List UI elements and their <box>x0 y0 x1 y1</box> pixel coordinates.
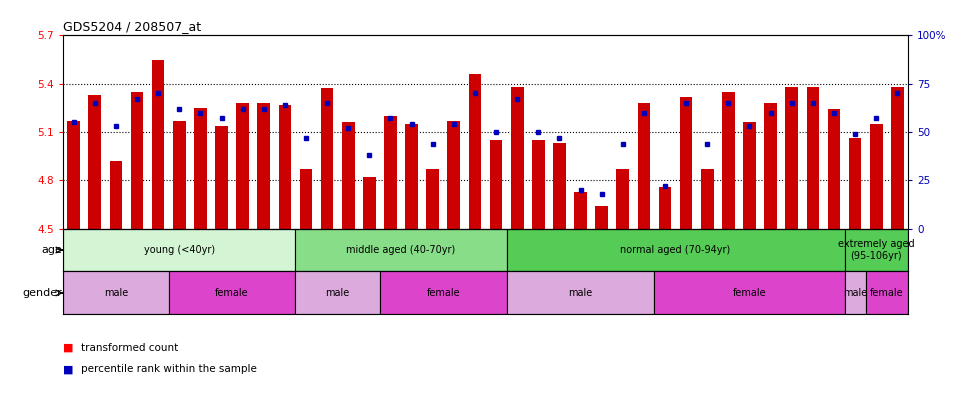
Bar <box>67 121 80 229</box>
Bar <box>617 169 629 229</box>
Bar <box>764 103 777 229</box>
Bar <box>866 272 908 314</box>
Bar <box>701 169 714 229</box>
Bar <box>638 103 651 229</box>
Bar <box>279 105 291 229</box>
Bar <box>469 74 482 229</box>
Text: percentile rank within the sample: percentile rank within the sample <box>81 364 256 375</box>
Bar <box>680 97 692 229</box>
Bar <box>786 87 798 229</box>
Bar <box>88 95 101 229</box>
Bar <box>169 272 295 314</box>
Bar <box>511 87 523 229</box>
Bar <box>363 177 376 229</box>
Text: female: female <box>426 288 460 298</box>
Text: female: female <box>870 288 904 298</box>
Bar <box>131 92 144 229</box>
Bar <box>295 229 507 272</box>
Text: male: male <box>843 288 867 298</box>
Bar <box>574 191 586 229</box>
Bar <box>342 122 354 229</box>
Text: gender: gender <box>22 288 62 298</box>
Bar <box>173 121 185 229</box>
Bar <box>532 140 545 229</box>
Text: young (<40yr): young (<40yr) <box>144 245 215 255</box>
Bar <box>507 272 654 314</box>
Bar <box>849 138 861 229</box>
Bar <box>507 229 845 272</box>
Bar <box>151 59 164 229</box>
Bar <box>845 229 908 272</box>
Text: male: male <box>568 288 592 298</box>
Bar <box>257 103 270 229</box>
Bar <box>448 121 460 229</box>
Text: transformed count: transformed count <box>81 343 178 353</box>
Bar <box>236 103 249 229</box>
Bar <box>216 125 228 229</box>
Bar <box>845 272 866 314</box>
Bar <box>405 124 418 229</box>
Text: extremely aged
(95-106yr): extremely aged (95-106yr) <box>838 239 915 261</box>
Bar <box>870 124 883 229</box>
Text: middle aged (40-70yr): middle aged (40-70yr) <box>347 245 455 255</box>
Bar <box>194 108 207 229</box>
Bar <box>426 169 439 229</box>
Bar <box>595 206 608 229</box>
Text: normal aged (70-94yr): normal aged (70-94yr) <box>620 245 731 255</box>
Bar <box>385 116 397 229</box>
Bar <box>380 272 507 314</box>
Text: male: male <box>104 288 128 298</box>
Text: GDS5204 / 208507_at: GDS5204 / 208507_at <box>63 20 201 33</box>
Bar <box>553 143 566 229</box>
Bar <box>891 87 904 229</box>
Bar <box>63 229 295 272</box>
Bar <box>63 272 169 314</box>
Text: ■: ■ <box>63 364 74 375</box>
Bar <box>658 187 671 229</box>
Bar <box>320 88 333 229</box>
Text: ■: ■ <box>63 343 74 353</box>
Bar <box>827 109 840 229</box>
Text: female: female <box>216 288 249 298</box>
Bar <box>807 87 820 229</box>
Bar <box>295 272 380 314</box>
Bar <box>743 122 755 229</box>
Text: age: age <box>41 245 62 255</box>
Text: female: female <box>733 288 766 298</box>
Bar <box>489 140 502 229</box>
Bar <box>722 92 735 229</box>
Bar <box>300 169 313 229</box>
Bar <box>110 161 122 229</box>
Bar <box>654 272 845 314</box>
Text: male: male <box>325 288 350 298</box>
